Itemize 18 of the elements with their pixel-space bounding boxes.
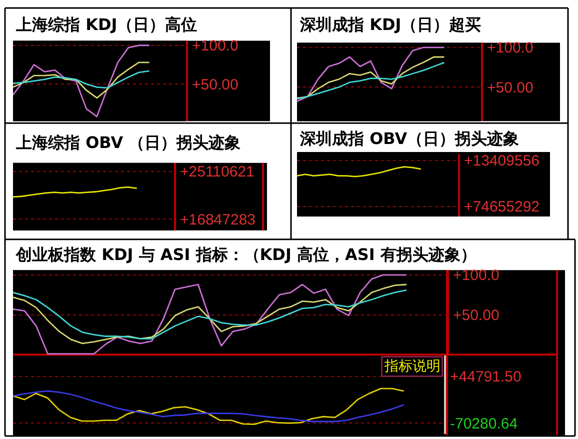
y-tick-label: +50.00 [453, 307, 500, 324]
y-tick-label: +25110621 [180, 164, 254, 181]
chart-title: 上海综指 KDJ（日）高位 [15, 15, 198, 34]
annotation: 指标说明 [384, 358, 440, 374]
chart-title: 深圳成指 KDJ（日）超买 [299, 15, 482, 34]
y-tick-label: +100.0 [487, 40, 534, 57]
y-tick-label: +100.0 [192, 38, 238, 55]
y-tick-label: -70280.64 [450, 415, 518, 432]
y-tick-label: +44791.50 [450, 368, 522, 386]
y-tick-label: +16847283 [180, 211, 256, 228]
y-tick-label: +100.0 [453, 267, 500, 284]
y-tick-label: +50.00 [487, 79, 534, 96]
y-tick-label: +13409556 [464, 152, 540, 170]
chart-title: 深圳成指 OBV（日）拐头迹象 [299, 129, 520, 148]
y-tick-label: +74655292 [464, 198, 540, 216]
chart-title: 上海综指 OBV （日）拐头迹象 [15, 133, 241, 152]
y-tick-label: +50.00 [192, 76, 238, 94]
chart-title: 创业板指数 KDJ 与 ASI 指标：（KDJ 高位，ASI 有拐头迹象） [15, 245, 476, 264]
